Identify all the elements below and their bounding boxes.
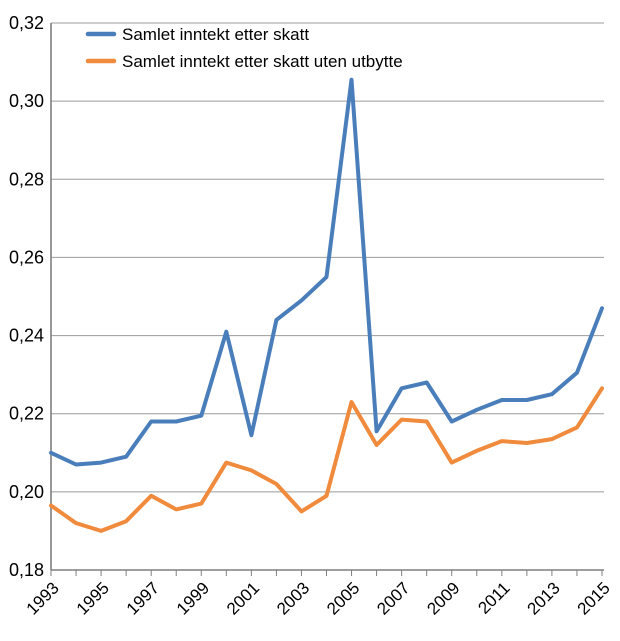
legend-item-1: Samlet inntekt etter skatt uten utbytte — [85, 52, 403, 71]
x-tick-label-1999: 1999 — [173, 578, 213, 618]
legend-item-0: Samlet inntekt etter skatt — [85, 25, 309, 44]
x-tick-label-2007: 2007 — [373, 578, 413, 618]
y-tick-label-1: 0,20 — [9, 482, 44, 502]
x-tick-label-1995: 1995 — [73, 578, 113, 618]
legend-label-0: Samlet inntekt etter skatt — [122, 25, 309, 44]
x-tick-label-1997: 1997 — [123, 578, 163, 618]
x-tick-label-2009: 2009 — [423, 578, 463, 618]
y-tick-label-0: 0,18 — [9, 560, 44, 580]
legend-label-1: Samlet inntekt etter skatt uten utbytte — [122, 52, 403, 71]
x-tick-label-2011: 2011 — [474, 578, 513, 617]
y-tick-label-3: 0,24 — [9, 326, 44, 346]
x-tick-label-2013: 2013 — [524, 578, 564, 618]
x-tick-label-2003: 2003 — [273, 578, 313, 618]
x-tick-label-1993: 1993 — [23, 578, 63, 618]
series-line-1 — [49, 386, 604, 533]
legend-background — [72, 24, 418, 78]
x-tick-label-2015: 2015 — [574, 578, 614, 618]
y-tick-label-2: 0,22 — [9, 404, 44, 424]
y-tick-label-5: 0,28 — [9, 169, 44, 189]
x-tick-label-2005: 2005 — [323, 578, 363, 618]
y-tick-label-6: 0,30 — [9, 91, 44, 111]
x-tick-label-2001: 2001 — [223, 578, 263, 618]
series-line-0 — [49, 77, 604, 467]
y-tick-label-7: 0,32 — [9, 13, 44, 33]
y-tick-label-4: 0,26 — [9, 247, 44, 267]
